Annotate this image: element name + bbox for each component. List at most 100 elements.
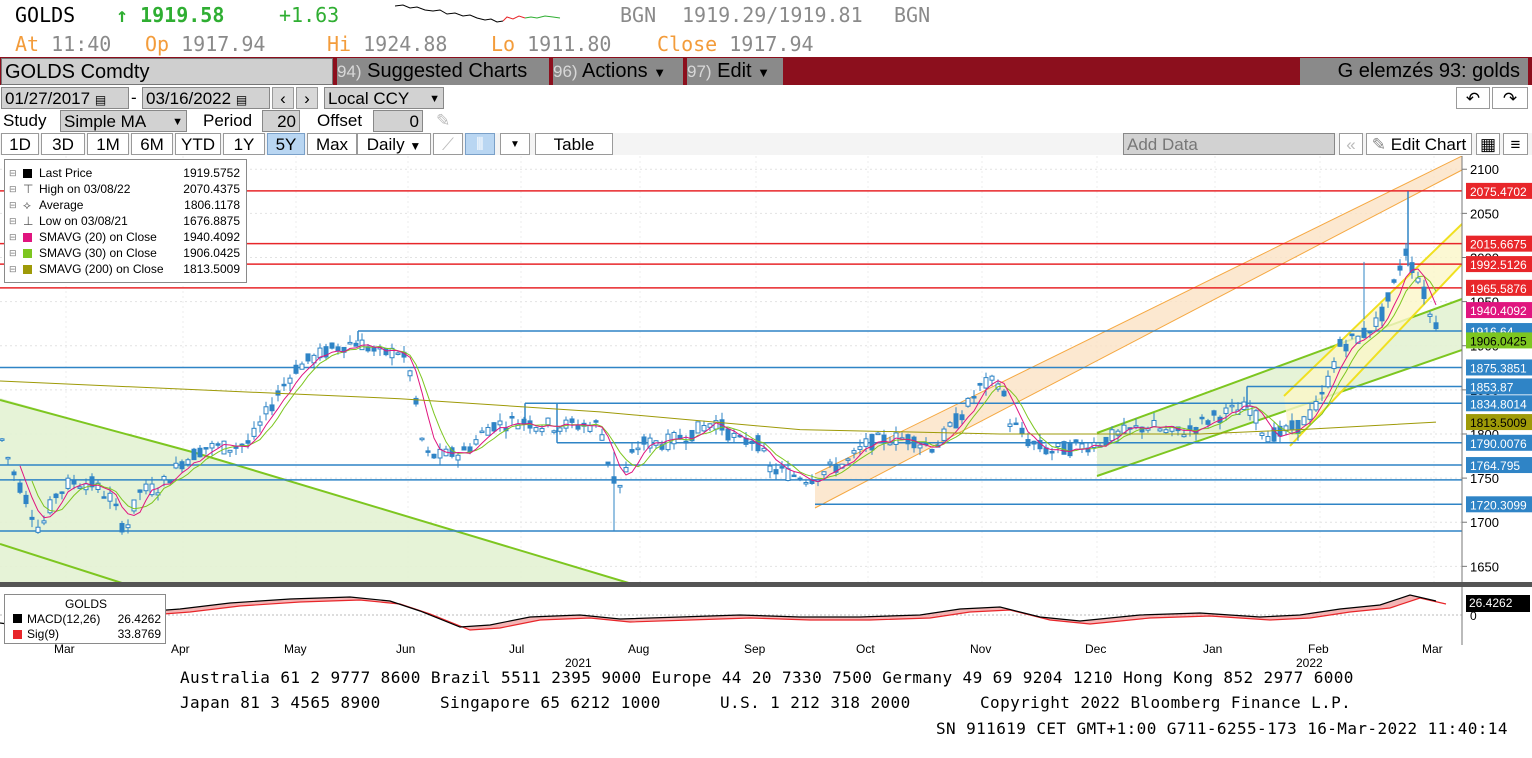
candle-body xyxy=(293,364,299,374)
candle-body xyxy=(659,444,665,450)
study-select[interactable]: Simple MA ▼ xyxy=(60,110,187,132)
candle-body xyxy=(1427,313,1433,317)
price-chart[interactable]: 2100205020001950190018501800175017001650… xyxy=(0,156,1532,586)
collapse-icon[interactable]: ⊟ xyxy=(9,200,17,210)
channel-line xyxy=(195,452,633,584)
calendar-icon[interactable]: ▤ xyxy=(94,93,107,107)
candle-body xyxy=(1265,436,1271,443)
candle-body xyxy=(1379,306,1385,322)
range-button-5y[interactable]: 5Y xyxy=(267,133,305,155)
offset-input[interactable]: 0 xyxy=(373,110,423,132)
currency-select[interactable]: Local CCY ▼ xyxy=(324,87,444,109)
pane-splitter[interactable] xyxy=(0,582,1532,587)
actions-label: Actions xyxy=(582,60,648,82)
candle-body xyxy=(977,383,983,386)
suggested-charts-button[interactable]: 94) Suggested Charts xyxy=(337,58,549,85)
candle-body xyxy=(881,434,887,444)
line-chart-icon[interactable]: ⟋ xyxy=(433,133,463,155)
actions-menu[interactable]: 96) Actions ▼ xyxy=(553,58,683,85)
candle-body xyxy=(599,434,605,441)
candle-body xyxy=(449,447,455,457)
range-button-3d[interactable]: 3D xyxy=(41,133,85,155)
macd-svg xyxy=(0,587,1463,645)
up-arrow-icon: ↑ xyxy=(116,3,129,27)
edit-menu[interactable]: 97) Edit ▼ xyxy=(687,58,783,85)
candle-body xyxy=(383,347,389,356)
candle-body xyxy=(29,516,35,520)
candle-body xyxy=(1151,419,1157,428)
candle-body xyxy=(1001,390,1007,397)
candle-body xyxy=(491,422,497,432)
candle-body xyxy=(701,425,707,432)
candle-body xyxy=(1055,442,1061,448)
chart-type-dropdown[interactable]: ▼ xyxy=(500,133,530,155)
suggested-label: Suggested Charts xyxy=(367,60,528,82)
candle-body xyxy=(455,454,461,461)
candle-chart-icon[interactable]: ⫴ xyxy=(465,133,495,155)
range-button-ytd[interactable]: YTD xyxy=(175,133,221,155)
candle-body xyxy=(1133,425,1139,428)
redo-button[interactable]: ↷ xyxy=(1492,87,1528,109)
edit-chart-button[interactable]: ✎ Edit Chart xyxy=(1366,133,1472,155)
range-button-6m[interactable]: 6M xyxy=(131,133,173,155)
end-date-field[interactable]: 03/16/2022 ▤ xyxy=(142,87,270,109)
scroll-right-button[interactable]: › xyxy=(296,87,318,109)
range-button-1y[interactable]: 1Y xyxy=(223,133,265,155)
legend-name: Last Price xyxy=(39,166,93,180)
collapse-icon[interactable]: ⊟ xyxy=(9,184,17,194)
security-field[interactable]: GOLDS Comdty xyxy=(1,58,333,85)
add-data-input[interactable]: Add Data xyxy=(1123,133,1335,155)
calendar-icon[interactable]: ▤ xyxy=(235,93,248,107)
candle-body xyxy=(1025,439,1031,447)
scroll-left-button[interactable]: ‹ xyxy=(272,87,294,109)
month-label: Jan xyxy=(1203,642,1223,656)
candle-body xyxy=(197,447,203,458)
collapse-icon[interactable]: ⊟ xyxy=(9,248,17,258)
candle-body xyxy=(119,522,125,533)
last-price: ↑ 1919.58 xyxy=(116,1,224,29)
macd-panel[interactable] xyxy=(0,587,1532,645)
candle-body xyxy=(461,446,467,451)
period-input[interactable]: 20 xyxy=(262,110,300,132)
more-icon[interactable]: ≡ xyxy=(1503,133,1528,155)
candle-body xyxy=(1157,428,1163,432)
candle-body xyxy=(305,353,311,362)
range-button-1d[interactable]: 1D xyxy=(1,133,39,155)
collapse-icon[interactable]: ⊟ xyxy=(9,168,17,178)
start-date-field[interactable]: 01/27/2017 ▤ xyxy=(1,87,129,109)
price-tag xyxy=(1466,235,1532,252)
study-label: Study xyxy=(3,111,47,130)
collapse-icon[interactable]: ⊟ xyxy=(9,232,17,242)
candle-body xyxy=(509,415,515,419)
candle-body xyxy=(1271,427,1277,442)
candle-body xyxy=(269,404,275,412)
collapse-icon[interactable]: « xyxy=(1339,133,1363,155)
candle-body xyxy=(479,430,485,434)
range-button-1m[interactable]: 1M xyxy=(87,133,129,155)
candle-body xyxy=(965,397,971,407)
undo-button[interactable]: ↶ xyxy=(1456,87,1490,109)
candle-body xyxy=(221,440,227,455)
month-label: Aug xyxy=(628,642,650,656)
signal-line xyxy=(9,597,1447,633)
collapse-icon[interactable]: ⊟ xyxy=(9,216,17,226)
bid-ask: 1919.29/1919.81 xyxy=(682,3,863,27)
range-button-max[interactable]: Max xyxy=(307,133,357,155)
pencil-icon[interactable]: ✎ xyxy=(436,111,451,130)
legend-name: High on 03/08/22 xyxy=(39,182,131,196)
price-tag xyxy=(1466,414,1532,431)
chart-settings-icon[interactable]: ▦ xyxy=(1476,133,1500,155)
quote-source-2: BGN xyxy=(894,3,931,27)
table-button[interactable]: Table xyxy=(535,133,613,155)
collapse-icon[interactable]: ⊟ xyxy=(9,264,17,274)
candle-body xyxy=(1415,277,1421,283)
legend-marker-icon: ⊤ xyxy=(23,182,34,196)
legend-row: ⊟ ⟡ Average 1806.1178 xyxy=(9,198,242,213)
candle-body xyxy=(413,397,419,405)
open-value: 1917.94 xyxy=(181,32,266,56)
candle-body xyxy=(1253,410,1259,424)
legend-row: ⊟ SMAVG (200) on Close 1813.5009 xyxy=(9,262,242,277)
month-label: Mar xyxy=(54,642,75,656)
frequency-select[interactable]: Daily ▼ xyxy=(357,133,431,155)
quote-line-2: At 11:40 xyxy=(15,30,111,58)
